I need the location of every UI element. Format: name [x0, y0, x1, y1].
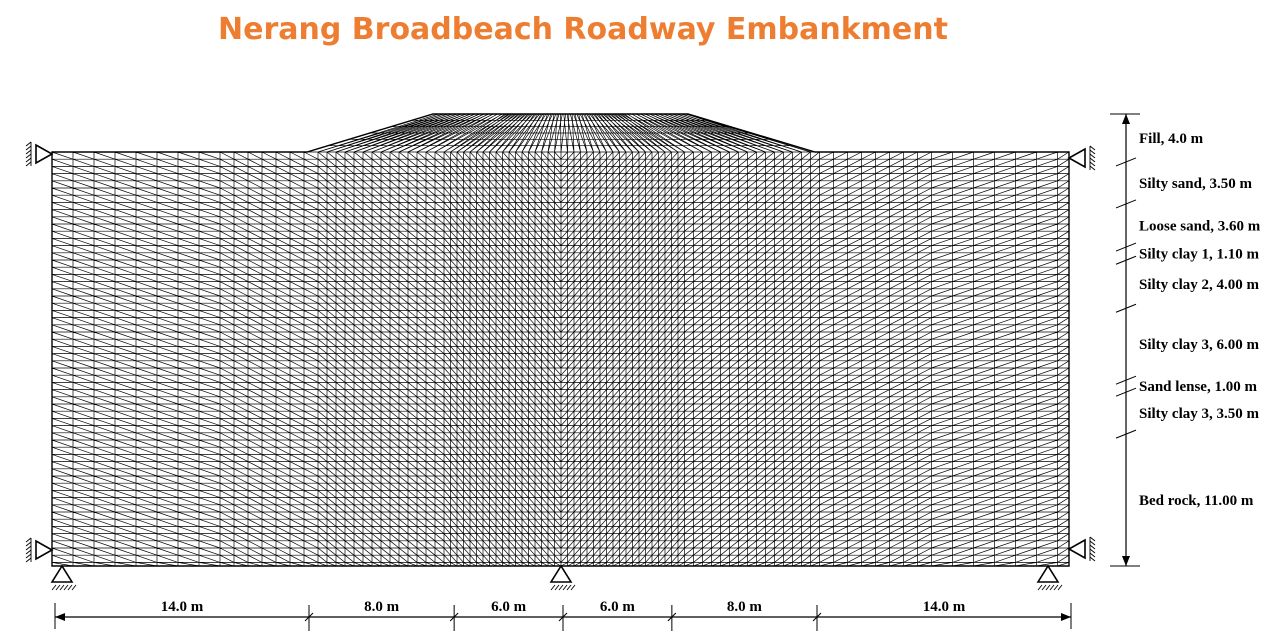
hatch-ground-icon: [550, 584, 576, 591]
roller-support-icon: [35, 539, 54, 561]
dimension-tick: [812, 612, 822, 622]
layer-dimension-line: [1110, 113, 1140, 567]
layer-label: Loose sand, 3.60 m: [1139, 219, 1261, 235]
hatch-ground-icon: [1089, 536, 1096, 562]
layer-tick: [1115, 242, 1137, 252]
dimension-tick: [304, 612, 314, 622]
layer-label: Fill, 4.0 m: [1139, 131, 1204, 147]
layer-tick: [1115, 303, 1137, 313]
diagram-title: Nerang Broadbeach Roadway Embankment: [218, 12, 948, 47]
dimension-tick: [449, 612, 459, 622]
layer-label: Silty clay 1, 1.10 m: [1139, 247, 1259, 263]
layer-tick: [1115, 157, 1137, 167]
layer-tick: [1115, 429, 1137, 439]
width-label: 8.0 m: [727, 599, 763, 615]
layer-label: Silty clay 3, 6.00 m: [1139, 337, 1259, 353]
arrow-head: [1122, 114, 1130, 124]
hatch-ground-icon: [1037, 584, 1063, 591]
layer-label: Bed rock, 11.00 m: [1139, 493, 1254, 509]
layer-tick: [1115, 255, 1137, 265]
roller-support-icon: [1067, 147, 1086, 169]
pin-support-icon: [549, 564, 573, 583]
dimension-tick: [667, 612, 677, 622]
hatch-ground-icon: [25, 141, 32, 167]
width-label: 6.0 m: [491, 599, 527, 615]
width-label: 14.0 m: [923, 599, 966, 615]
mesh-lines: [51, 113, 1070, 567]
roller-support-icon: [1067, 538, 1086, 560]
arrow-head: [1061, 613, 1071, 621]
hatch-ground-icon: [1089, 145, 1096, 171]
finite-element-mesh: [51, 113, 1070, 567]
dimension-tick: [558, 612, 568, 622]
hatch-ground-icon: [25, 537, 32, 563]
arrow-head: [55, 613, 65, 621]
hatch-ground-icon: [51, 584, 77, 591]
mesh-boundary: [51, 113, 1070, 567]
layer-label: Sand lense, 1.00 m: [1139, 379, 1257, 395]
width-label: 6.0 m: [600, 599, 636, 615]
layer-label: Silty sand, 3.50 m: [1139, 176, 1252, 192]
width-label: 14.0 m: [161, 599, 204, 615]
layer-labels: Fill, 4.0 m Silty sand, 3.50 m Loose sand,…: [1139, 131, 1261, 509]
pin-support-icon: [50, 564, 74, 583]
pin-support-icon: [1036, 564, 1060, 583]
mesh-outline: [51, 113, 1070, 567]
layer-tick: [1115, 199, 1137, 209]
layer-label: Silty clay 3, 3.50 m: [1139, 406, 1259, 422]
arrow-head: [1122, 556, 1130, 566]
boundary-supports: [25, 141, 1096, 591]
layer-tick: [1115, 375, 1137, 385]
layer-tick: [1115, 387, 1137, 397]
layer-label: Silty clay 2, 4.00 m: [1139, 277, 1259, 293]
width-dimension-line: 14.0 m 8.0 m 6.0 m 6.0 m 8.0 m 14.0 m: [54, 599, 1072, 631]
roller-support-icon: [35, 143, 54, 165]
width-label: 8.0 m: [364, 599, 400, 615]
